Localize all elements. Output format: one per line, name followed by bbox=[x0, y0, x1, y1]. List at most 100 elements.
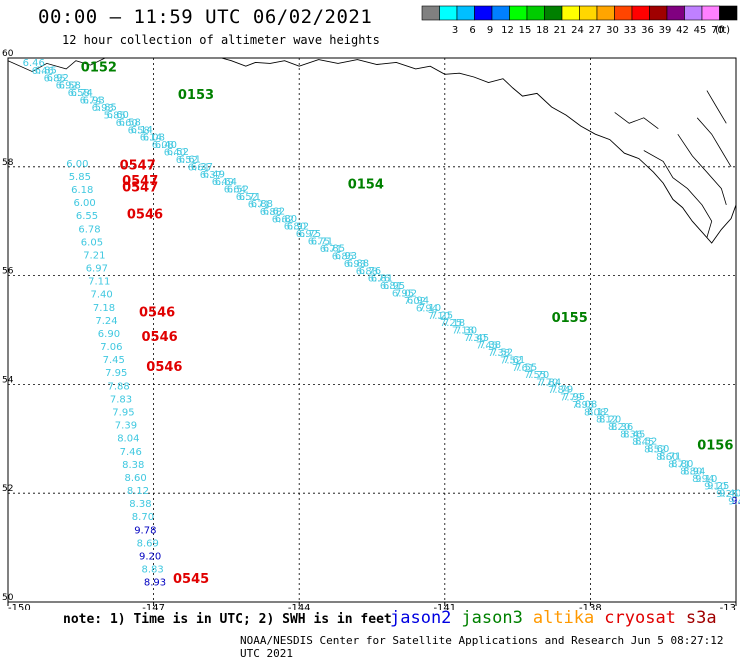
swh-value: 7.25 bbox=[440, 318, 462, 329]
swh-value: 5.85 bbox=[69, 172, 91, 183]
pass-time-label: 0152 bbox=[81, 61, 117, 76]
footer-note: note: 1) Time is in UTC; 2) SWH is in fe… bbox=[63, 612, 392, 627]
color-scale-legend: 3 6 9 12 15 18 21 24 27 30 33 36 39 42 45 70(ft) bbox=[421, 5, 738, 36]
swh-value: 6.37 bbox=[191, 162, 213, 173]
swh-value: 6.58 bbox=[128, 125, 150, 136]
swh-value: 6.71 bbox=[248, 200, 270, 211]
legend-tick-label: 42 bbox=[676, 25, 689, 36]
swh-value: 6.93 bbox=[335, 251, 357, 262]
legend-tick-label: 24 bbox=[571, 25, 584, 36]
pass-time-label: 0546 bbox=[142, 330, 178, 345]
swh-value: 7.02 bbox=[404, 296, 426, 307]
swh-value: 7.21 bbox=[83, 250, 105, 261]
swh-value: 6.85 bbox=[35, 66, 57, 77]
swh-value: 6.92 bbox=[47, 73, 69, 84]
swh-value: 6.71 bbox=[239, 192, 261, 203]
legend-tick-label: 3 bbox=[452, 25, 458, 36]
swh-value: 6.58 bbox=[68, 88, 90, 99]
legend-swatch bbox=[719, 5, 738, 21]
swh-value: 6.95 bbox=[383, 281, 405, 292]
swh-value: 6.60 bbox=[116, 118, 138, 129]
swh-value: 6.88 bbox=[260, 207, 282, 218]
legend-tick-label: 36 bbox=[641, 25, 654, 36]
swh-value: 8.80 bbox=[671, 459, 693, 470]
swh-value: 6.14 bbox=[131, 125, 153, 136]
swh-value: 6.85 bbox=[323, 244, 345, 255]
swh-value: 8.52 bbox=[644, 444, 666, 455]
swh-value: 6.93 bbox=[83, 95, 105, 106]
pass-time-label: 0546 bbox=[146, 360, 182, 375]
swh-value: 7.84 bbox=[548, 385, 570, 396]
swh-value: 6.52 bbox=[227, 184, 249, 195]
swh-value: 7.11 bbox=[88, 277, 110, 288]
wave-height-map: -150 -147 -144 -141 -138 -136058565452506.466… bbox=[2, 49, 740, 610]
swh-value: 6.58 bbox=[59, 80, 81, 91]
swh-value: 6.60 bbox=[107, 110, 129, 121]
swh-value: 6.58 bbox=[119, 118, 141, 129]
swh-value: 8.83 bbox=[142, 565, 164, 576]
swh-value: 7.46 bbox=[120, 447, 142, 458]
legend-tick-label: 15 bbox=[519, 25, 532, 36]
swh-value: 9.25 bbox=[707, 481, 729, 492]
swh-value: 6.88 bbox=[356, 266, 378, 277]
legend-tick-label: 70 bbox=[711, 25, 724, 36]
swh-value: 8.20 bbox=[599, 414, 621, 425]
legend-tick-label: 12 bbox=[501, 25, 514, 36]
swh-value: 9.40 bbox=[728, 496, 740, 507]
swh-value: 6.92 bbox=[56, 81, 78, 92]
swh-value: 6.90 bbox=[98, 329, 120, 340]
swh-value: 6.94 bbox=[416, 303, 438, 314]
lon-tick-label: -138 bbox=[579, 603, 602, 610]
swh-value: 6.52 bbox=[176, 155, 198, 166]
swh-value: 6.62 bbox=[263, 207, 285, 218]
swh-value: 6.55 bbox=[76, 211, 98, 222]
swh-value: 6.94 bbox=[407, 296, 429, 307]
swh-value: 6.92 bbox=[296, 229, 318, 240]
swh-value: 6.74 bbox=[80, 96, 102, 107]
swh-value: 6.92 bbox=[287, 222, 309, 233]
swh-value: 7.40 bbox=[91, 290, 113, 301]
pass-time-label: 0547 bbox=[122, 180, 158, 195]
mission-label-cryosat: cryosat bbox=[604, 608, 676, 628]
legend-tick-label: 21 bbox=[554, 25, 567, 36]
swh-value: 8.45 bbox=[623, 429, 645, 440]
swh-value: 6.05 bbox=[81, 237, 103, 248]
swh-value: 8.71 bbox=[659, 452, 681, 463]
swh-value: 6.78 bbox=[78, 224, 100, 235]
swh-value: 7.30 bbox=[455, 325, 477, 336]
pass-time-label: 0154 bbox=[348, 178, 384, 193]
swh-value: 8.20 bbox=[608, 422, 630, 433]
swh-value: 7.95 bbox=[563, 392, 585, 403]
swh-value: 6.75 bbox=[299, 229, 321, 240]
mission-label-jason2: jason2 bbox=[390, 608, 452, 628]
swh-value: 6.85 bbox=[44, 73, 66, 84]
pass-time-label: 0547 bbox=[122, 174, 158, 189]
swh-value: 8.94 bbox=[692, 474, 714, 485]
swh-value: 8.52 bbox=[635, 437, 657, 448]
swh-value: 6.95 bbox=[392, 289, 414, 300]
swh-value: 6.61 bbox=[188, 162, 210, 173]
lon-tick-label: -144 bbox=[288, 603, 311, 610]
swh-value: 8.70 bbox=[132, 512, 154, 523]
lon-tick-label: -147 bbox=[142, 603, 165, 610]
swh-value: 6.80 bbox=[284, 222, 306, 233]
swh-value: 7.83 bbox=[110, 394, 132, 405]
swh-value: 7.39 bbox=[115, 421, 137, 432]
swh-value: 7.45 bbox=[467, 333, 489, 344]
swh-value: 6.71 bbox=[311, 236, 333, 247]
lon-tick-label: -150 bbox=[8, 603, 31, 610]
mission-legend: jason2 jason3 altika cryosat s3a bbox=[390, 608, 727, 628]
swh-value: 6.81 bbox=[380, 281, 402, 292]
swh-value: 7.79 bbox=[560, 393, 582, 404]
swh-value: 8.80 bbox=[680, 467, 702, 478]
swh-value: 7.10 bbox=[428, 311, 450, 322]
island-outline bbox=[706, 90, 727, 124]
swh-value: 7.55 bbox=[515, 363, 537, 374]
legend-tick-label: 27 bbox=[589, 25, 602, 36]
swh-value: 5.85 bbox=[95, 103, 117, 114]
swh-value: 7.61 bbox=[512, 363, 534, 374]
swh-value: 7.84 bbox=[539, 377, 561, 388]
swh-value: 6.00 bbox=[66, 159, 88, 170]
swh-value: 8.69 bbox=[137, 538, 159, 549]
swh-value: 6.37 bbox=[200, 170, 222, 181]
